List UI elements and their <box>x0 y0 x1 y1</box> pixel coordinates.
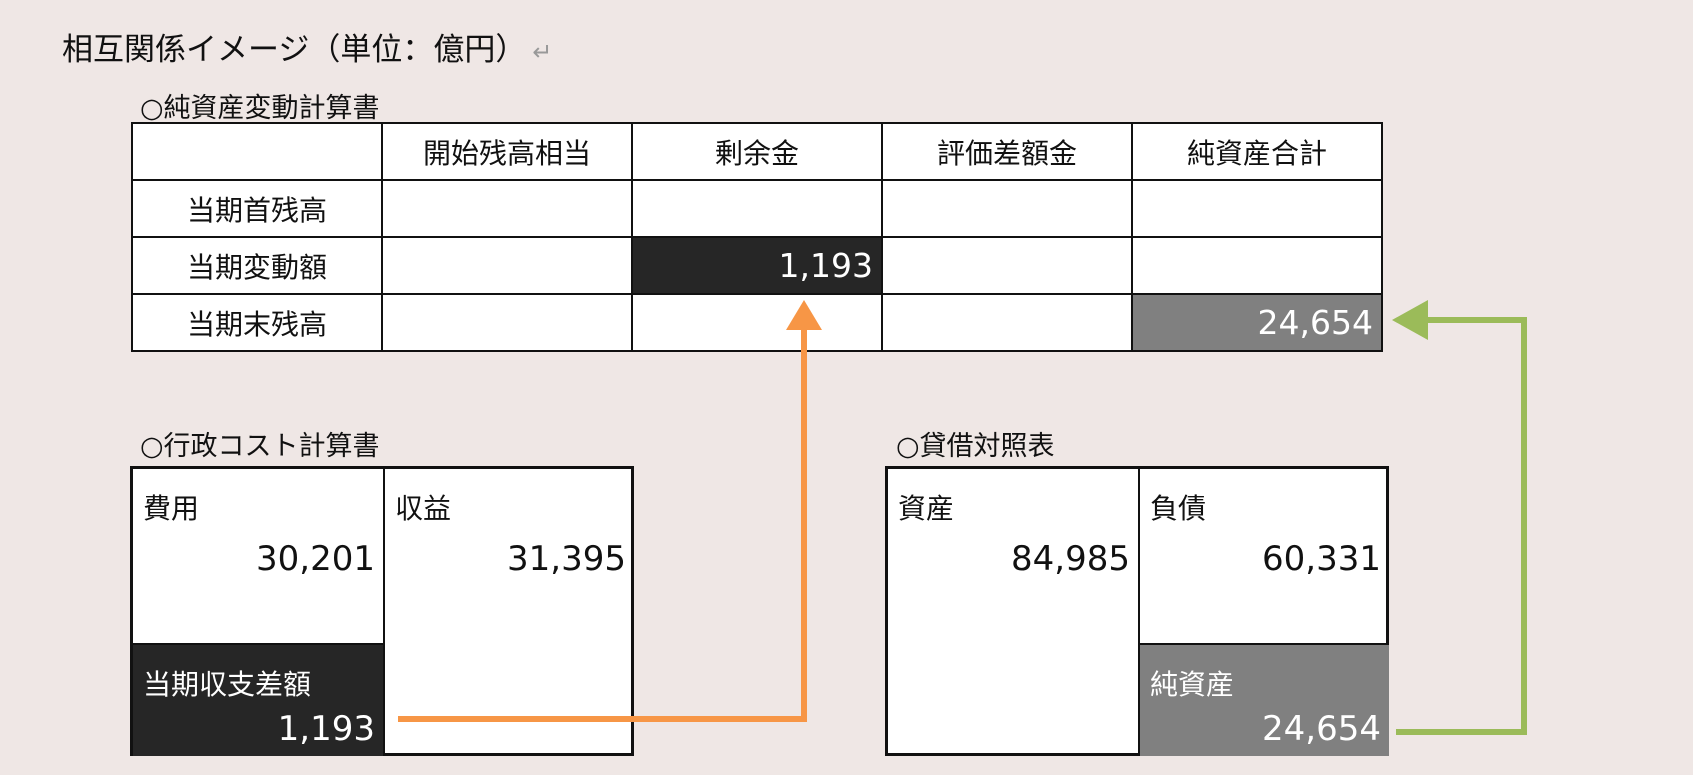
revenue-value: 31,395 <box>507 539 626 579</box>
revenue-label: 収益 <box>395 492 452 525</box>
cell <box>381 179 633 238</box>
liabilities-cell: 負債 60,331 <box>1140 469 1389 643</box>
balance-label: 当期収支差額 <box>143 668 312 701</box>
net-assets-value: 24,654 <box>1262 709 1381 749</box>
expense-cell: 費用 30,201 <box>133 469 385 643</box>
cell <box>881 179 1133 238</box>
expense-value: 30,201 <box>256 539 375 579</box>
orange-arrow-line <box>398 326 807 722</box>
balance-sheet-box: 資産 84,985 負債 60,331 純資産 24,654 <box>885 466 1389 756</box>
header-cell: 開始残高相当 <box>381 122 633 181</box>
orange-arrowhead-icon <box>786 300 822 330</box>
cell <box>381 293 633 352</box>
row-label: 当期変動額 <box>131 236 383 295</box>
cell <box>1131 179 1383 238</box>
balance-cell: 当期収支差額 1,193 <box>133 643 385 756</box>
cell <box>381 236 633 295</box>
cell <box>1131 236 1383 295</box>
cell <box>631 179 883 238</box>
assets-value: 84,985 <box>1011 539 1130 579</box>
table-row: 当期変動額 1,193 <box>131 236 1383 295</box>
net-assets-cell: 純資産 24,654 <box>1140 643 1389 756</box>
assets-label: 資産 <box>898 492 955 525</box>
header-cell: 評価差額金 <box>881 122 1133 181</box>
liabilities-label: 負債 <box>1150 492 1207 525</box>
header-cell: 剰余金 <box>631 122 883 181</box>
table-row: 当期首残高 <box>131 179 1383 238</box>
cost-statement-heading: ○行政コスト計算書 <box>140 431 380 462</box>
table-header-row: 開始残高相当 剰余金 評価差額金 純資産合計 <box>131 122 1383 181</box>
surplus-change-cell: 1,193 <box>631 236 883 295</box>
cost-statement-box: 費用 30,201 当期収支差額 1,193 収益 31,395 <box>130 466 634 756</box>
green-arrowhead-icon <box>1392 300 1428 340</box>
row-label: 当期末残高 <box>131 293 383 352</box>
title-text: 相互関係イメージ（単位：億円） <box>62 32 527 68</box>
page-title: 相互関係イメージ（単位：億円） ↵ <box>62 24 553 69</box>
cell <box>881 293 1133 352</box>
balance-sheet-heading: ○貸借対照表 <box>896 431 1055 462</box>
net-assets-label: 純資産 <box>1150 668 1235 701</box>
header-cell <box>131 122 383 181</box>
row-label: 当期首残高 <box>131 179 383 238</box>
assets-cell: 資産 84,985 <box>888 469 1140 756</box>
return-mark-icon: ↵ <box>532 38 553 66</box>
cell <box>631 293 883 352</box>
revenue-cell: 収益 31,395 <box>385 469 634 756</box>
net-assets-heading: ○純資産変動計算書 <box>140 93 380 124</box>
header-cell: 純資産合計 <box>1131 122 1383 181</box>
green-arrow-line <box>1396 317 1527 735</box>
net-assets-table: 開始残高相当 剰余金 評価差額金 純資産合計 当期首残高 当期変動額 1,193… <box>131 122 1383 352</box>
expense-label: 費用 <box>143 492 200 525</box>
cell <box>881 236 1133 295</box>
balance-value: 1,193 <box>277 709 375 749</box>
net-assets-total-cell: 24,654 <box>1131 293 1383 352</box>
table-row: 当期末残高 24,654 <box>131 293 1383 352</box>
liabilities-value: 60,331 <box>1262 539 1381 579</box>
